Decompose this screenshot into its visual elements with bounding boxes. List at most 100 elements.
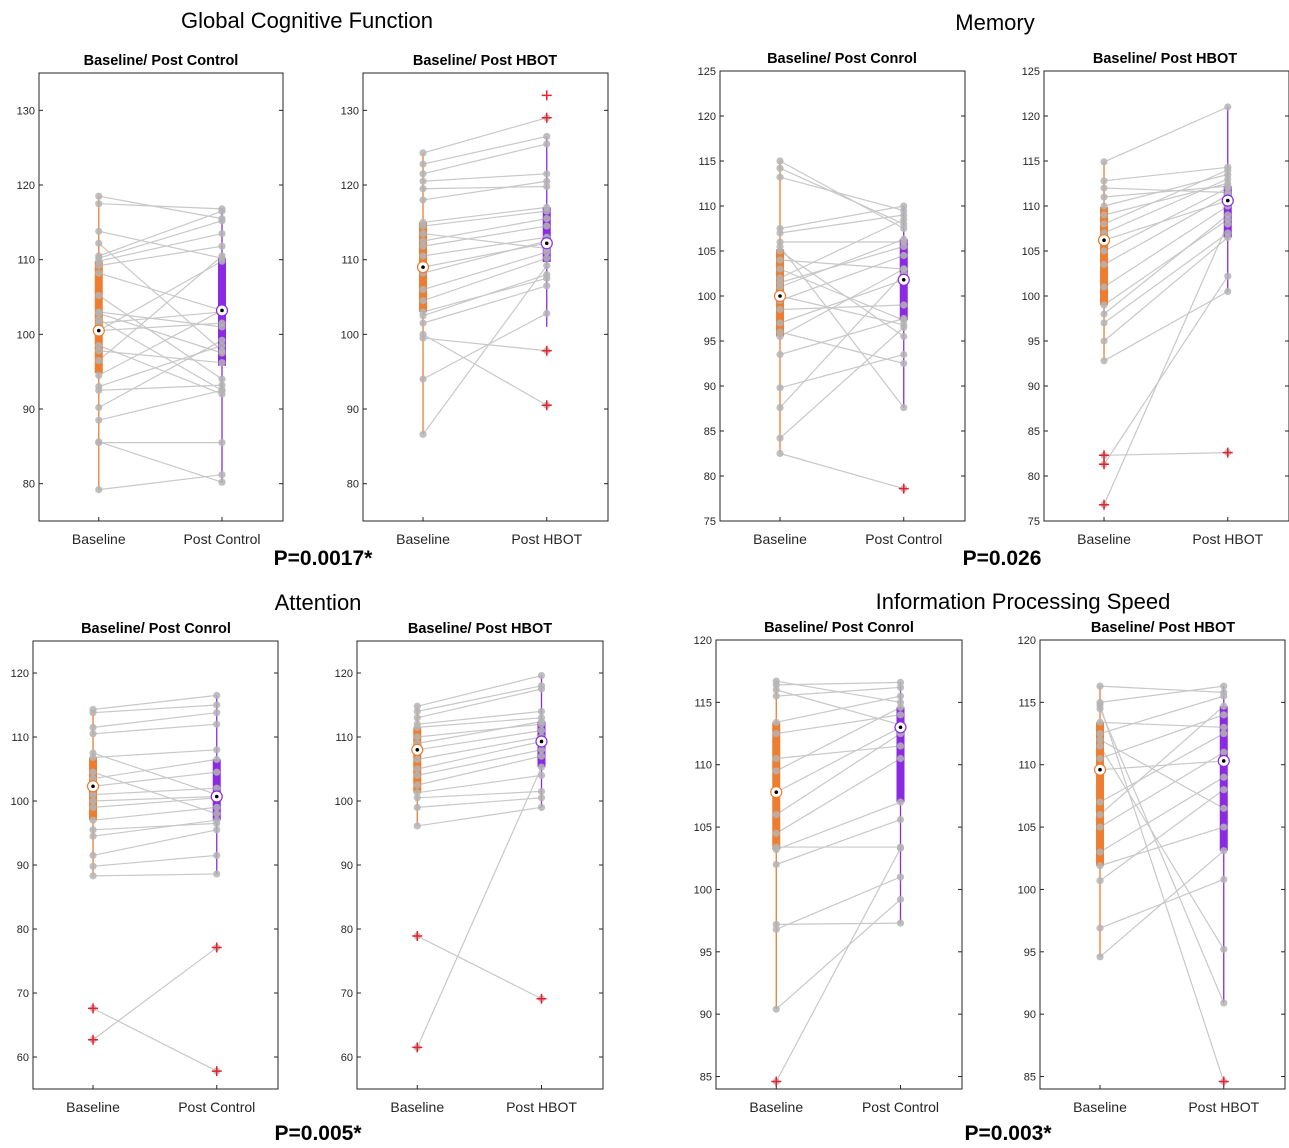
- median-dot: [778, 294, 782, 298]
- data-point: [772, 767, 780, 775]
- outlier-marker: [541, 345, 552, 356]
- data-point: [419, 285, 427, 294]
- data-point: [1224, 182, 1232, 190]
- y-tick-label: 115: [1018, 697, 1036, 709]
- data-point: [1220, 711, 1228, 719]
- y-tick-label: 120: [698, 111, 716, 123]
- data-point: [413, 794, 421, 802]
- y-tick-label: 85: [700, 1072, 712, 1084]
- paired-line: [92, 806, 217, 821]
- y-tick-label: 80: [704, 471, 716, 483]
- data-point: [776, 157, 784, 165]
- y-tick-label: 110: [694, 760, 712, 772]
- outlier-marker: [1222, 447, 1233, 458]
- median-dot: [544, 241, 549, 246]
- data-point: [776, 328, 784, 336]
- paired-line: [92, 771, 217, 787]
- data-point: [896, 698, 905, 706]
- data-point: [419, 242, 427, 250]
- data-point: [213, 755, 221, 764]
- x-tick-label: Post HBOT: [506, 1099, 577, 1115]
- paired-line: [98, 272, 223, 312]
- paired-line: [92, 704, 217, 714]
- data-point: [95, 315, 103, 323]
- data-point: [95, 252, 103, 260]
- data-point: [1100, 202, 1108, 210]
- data-point: [772, 692, 780, 700]
- data-point: [1224, 229, 1232, 237]
- y-tick-label: 80: [23, 479, 35, 491]
- paired-line: [417, 674, 542, 707]
- y-tick-label: 120: [341, 180, 359, 192]
- data-point: [900, 265, 908, 273]
- data-point: [413, 765, 421, 773]
- chart-global-cognitive: Global Cognitive Function Baseline/ Post…: [17, 8, 609, 570]
- paired-line: [92, 771, 217, 815]
- data-point: [213, 826, 221, 834]
- panel-baseline-post-control: 60 70 80 90 100 110 120 Baseline Post Control: [11, 640, 279, 1115]
- paired-line: [1099, 708, 1225, 1004]
- y-tick-label: 100: [1022, 291, 1040, 303]
- data-point: [213, 691, 221, 700]
- y-tick-label: 110: [698, 201, 716, 213]
- outlier-marker: [211, 942, 222, 953]
- paired-line: [422, 143, 547, 175]
- panel-subtitle: Baseline/ Post HBOT: [413, 53, 557, 69]
- panel-baseline-post-hbot: 80 90 100 110 120 130 Baseline Post HBOT: [341, 72, 609, 547]
- panel-baseline-post-hbot: 60 70 80 90 100 110 120 Baseline Post HBOT: [335, 640, 604, 1115]
- data-point: [772, 754, 780, 763]
- data-point: [419, 237, 427, 245]
- panel-subtitle: Baseline/ Post HBOT: [408, 621, 552, 637]
- box-iqr: [1100, 206, 1109, 305]
- x-tick-label: Baseline: [749, 1099, 803, 1115]
- data-point: [89, 705, 97, 714]
- paired-line: [1103, 205, 1229, 288]
- y-tick-label: 105: [694, 822, 712, 834]
- paired-line: [92, 947, 218, 1041]
- paired-line: [1099, 826, 1224, 867]
- plot-area-frame: [356, 640, 604, 1090]
- paired-line: [417, 730, 542, 751]
- y-tick-label: 90: [704, 381, 716, 393]
- paired-line: [776, 689, 901, 726]
- data-point: [1100, 337, 1108, 345]
- data-point: [213, 851, 221, 860]
- data-point: [1100, 211, 1108, 219]
- paired-line: [98, 389, 223, 421]
- y-tick-label: 120: [335, 668, 353, 680]
- data-point: [218, 341, 226, 350]
- outlier-marker: [88, 1034, 99, 1045]
- data-point: [772, 843, 780, 851]
- paired-line: [422, 333, 548, 406]
- paired-line: [417, 755, 542, 786]
- paired-line: [98, 220, 223, 259]
- paired-line: [776, 922, 901, 925]
- data-point: [419, 319, 427, 327]
- data-point: [543, 274, 551, 282]
- data-point: [900, 238, 908, 246]
- data-point: [218, 257, 226, 265]
- data-point: [772, 811, 780, 819]
- data-point: [1096, 823, 1104, 831]
- data-point: [1100, 319, 1108, 327]
- data-point: [1100, 310, 1108, 318]
- median-dot: [1225, 198, 1230, 203]
- chart-attention: Attention Baseline/ Post Conrol Baseline…: [11, 590, 604, 1145]
- paired-line: [417, 806, 542, 827]
- paired-line: [779, 250, 905, 337]
- data-point: [213, 819, 221, 828]
- paired-line: [416, 766, 543, 1048]
- data-point: [1220, 773, 1228, 781]
- data-point: [1096, 953, 1104, 961]
- y-tick-label: 95: [700, 947, 712, 959]
- data-point: [1220, 723, 1228, 731]
- data-point: [896, 711, 905, 719]
- data-point: [1096, 862, 1104, 870]
- data-point: [537, 763, 546, 771]
- data-point: [1220, 847, 1228, 855]
- y-tick-label: 90: [1024, 1009, 1036, 1021]
- panel-subtitle: Baseline/ Post HBOT: [1093, 51, 1237, 67]
- panel-subtitle: Baseline/ Post Conrol: [767, 51, 917, 67]
- median-dot: [901, 278, 906, 282]
- data-point: [900, 206, 908, 215]
